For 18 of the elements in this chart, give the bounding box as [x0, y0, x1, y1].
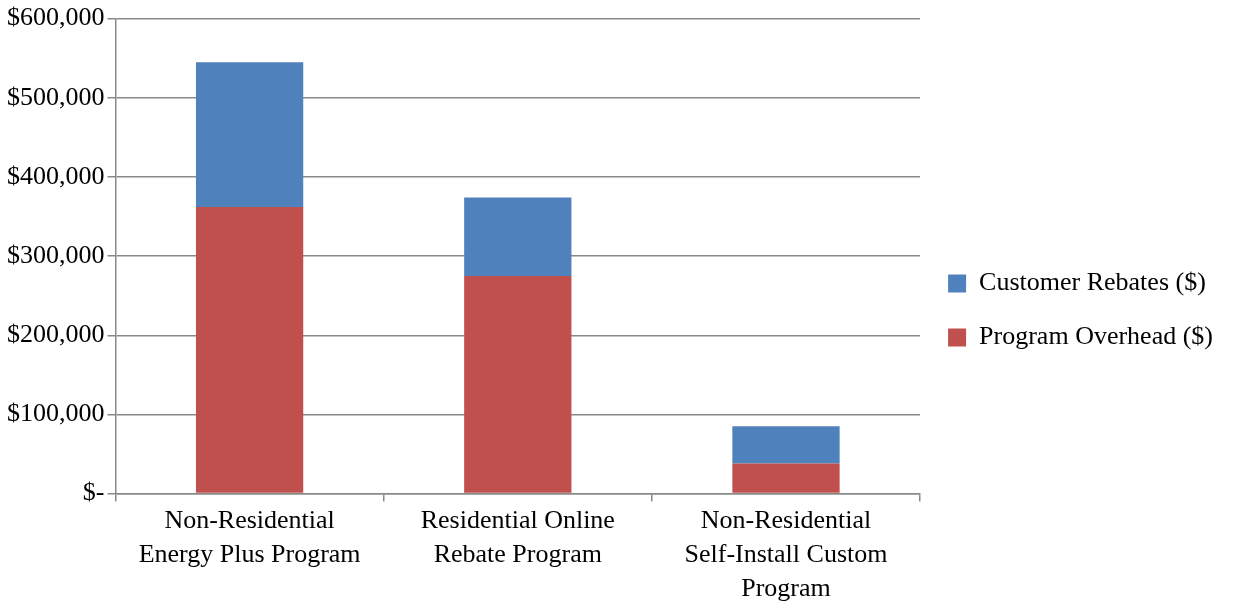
x-tick-label: Non-Residential Energy Plus Program — [138, 505, 361, 569]
y-tick-label: $300,000 — [7, 239, 105, 269]
y-tick-label: $100,000 — [7, 398, 105, 428]
bar — [464, 275, 572, 493]
y-tick-label: $400,000 — [7, 160, 105, 190]
y-tick-label: $600,000 — [7, 2, 105, 32]
legend-label: Customer Rebates ($) — [979, 267, 1206, 297]
bar — [464, 197, 572, 276]
bar — [195, 207, 304, 493]
bar — [732, 463, 840, 493]
bar — [732, 426, 840, 464]
x-tick-label: Residential Online Rebate Program — [420, 505, 615, 569]
y-tick-label: $- — [82, 477, 105, 507]
y-tick-label: $200,000 — [7, 319, 105, 349]
legend-label: Program Overhead ($) — [979, 321, 1214, 351]
bar — [195, 62, 304, 208]
x-tick-label: Non-Residential Self-Install Custom Program — [684, 505, 888, 602]
y-tick-label: $500,000 — [7, 81, 105, 111]
